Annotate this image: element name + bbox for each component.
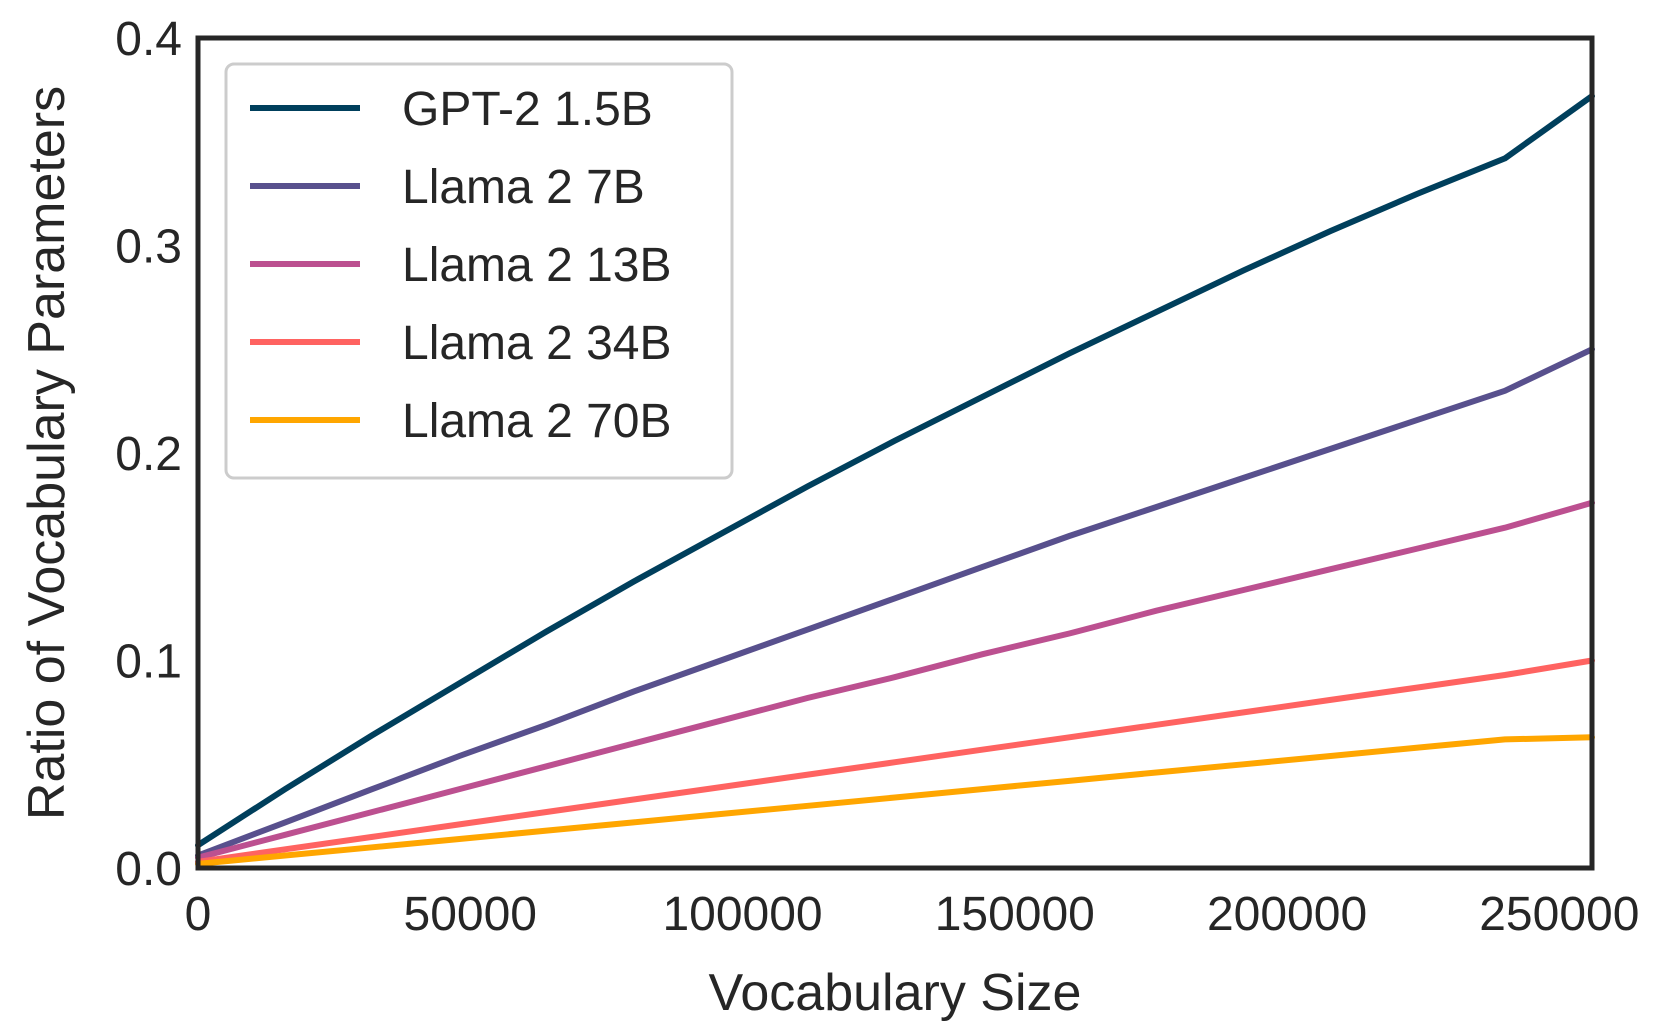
legend-label-0: GPT-2 1.5B (402, 83, 653, 136)
x-axis-label: Vocabulary Size (709, 964, 1082, 1022)
y-tick-label: 0.2 (115, 428, 182, 481)
x-tick-label: 50000 (404, 888, 537, 941)
y-tick-label: 0.4 (115, 13, 182, 66)
legend-box (224, 62, 734, 480)
y-axis-label: Ratio of Vocabulary Parameters (18, 86, 76, 820)
x-tick-label: 100000 (662, 888, 822, 941)
series-line-1 (195, 346, 1595, 859)
y-tick-label: 0.3 (115, 221, 182, 274)
y-tick-label: 0.1 (115, 636, 182, 689)
plot-frame (195, 35, 1595, 871)
y-tick-label: 0.0 (115, 843, 182, 896)
legend-label-2: Llama 2 13B (402, 239, 672, 292)
x-tick-label: 150000 (935, 888, 1095, 941)
x-axis-ticks: 0 50000 100000 150000 200000 250000 (185, 888, 1640, 941)
series-line-2 (195, 499, 1595, 861)
legend-label-3: Llama 2 34B (402, 317, 672, 370)
legend-label-4: Llama 2 70B (402, 395, 672, 448)
x-tick-label: 250000 (1479, 888, 1639, 941)
series-line-3 (195, 657, 1595, 865)
series-line-4 (195, 734, 1595, 867)
x-tick-label: 200000 (1207, 888, 1367, 941)
series-layer (195, 93, 1595, 867)
legend-label-1: Llama 2 7B (402, 161, 645, 214)
legend: GPT-2 1.5B Llama 2 7B Llama 2 13B Llama 2 3… (224, 62, 734, 480)
x-tick-label: 0 (185, 888, 212, 941)
y-axis-ticks: 0.0 0.1 0.2 0.3 0.4 (115, 13, 182, 896)
series-line-0 (195, 93, 1595, 849)
